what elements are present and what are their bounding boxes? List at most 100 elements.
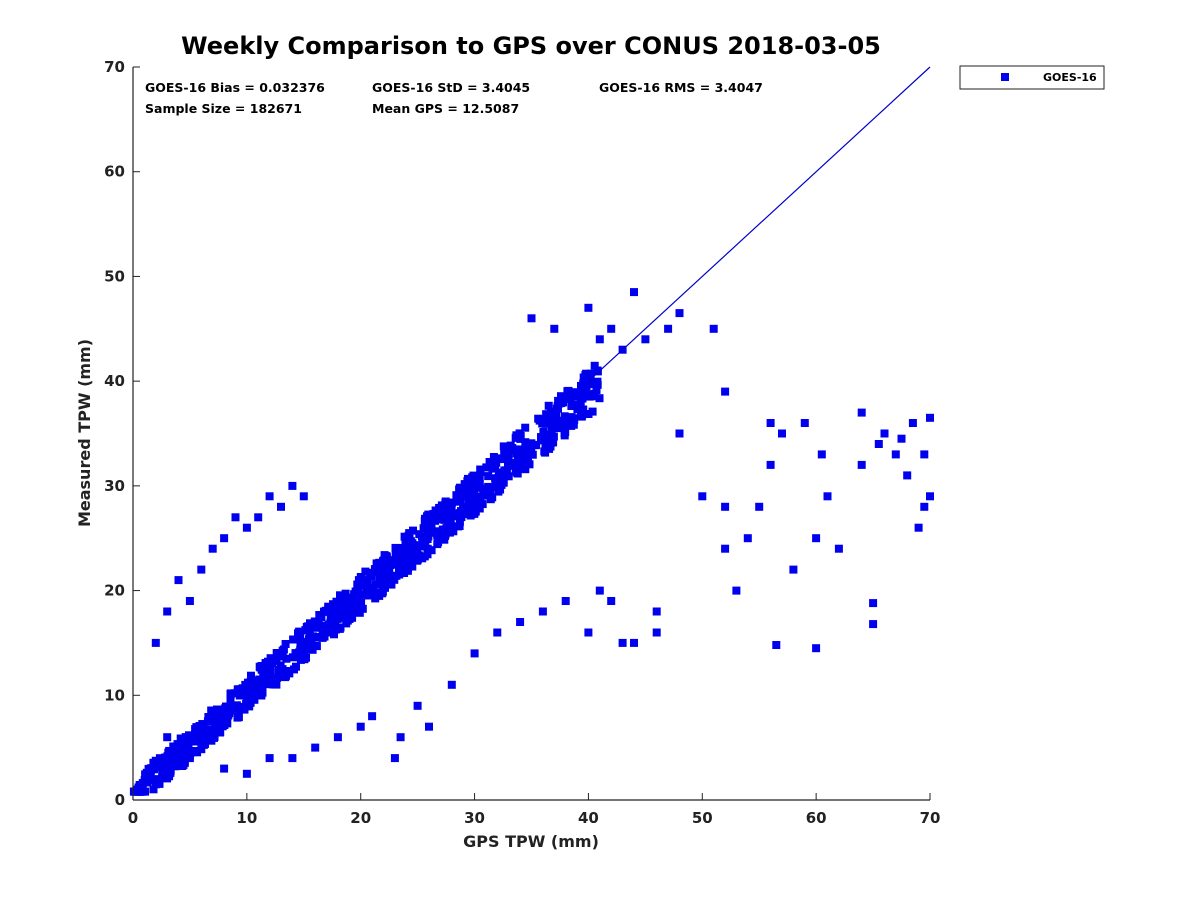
data-point [296,634,305,643]
data-point [242,523,251,532]
plot-area: 0 10 20 30 40 50 60 70 0 10 20 30 40 50 60 70 [104,58,940,827]
data-point [541,441,550,450]
data-point [493,628,502,637]
data-point [134,783,143,792]
data-point [173,740,182,749]
data-point [418,536,427,545]
data-point [448,524,457,533]
data-point [869,599,878,608]
data-point [385,573,393,582]
data-point [607,597,616,605]
data-point [182,749,191,758]
data-point [486,495,495,504]
x-axis-label: GPS TPW (mm) [463,832,599,851]
data-point [675,309,684,318]
data-point [508,444,517,453]
data-point [244,678,252,687]
data-point [157,758,166,767]
data-point [265,671,274,680]
data-point [552,404,561,413]
data-point [593,366,602,375]
data-point [766,419,775,427]
chart-title: Weekly Comparison to GPS over CONUS 2018… [181,32,881,60]
data-point [857,460,866,469]
x-tick-label: 30 [464,809,485,827]
data-point [361,567,370,576]
legend-label-goes-16: GOES-16 [1043,71,1097,84]
data-point [534,414,543,423]
data-point [569,420,578,429]
data-point [288,754,297,763]
data-point [405,529,414,538]
data-point [220,764,229,773]
data-point [204,713,213,721]
data-point [595,394,604,403]
data-point [425,722,433,731]
x-axis-ticks: 0 10 20 30 40 50 60 70 [128,793,940,827]
data-point [325,607,334,616]
stat-bias: GOES-16 Bias = 0.032376 [145,80,325,95]
data-point [544,401,553,410]
data-point [311,623,320,632]
data-point [163,770,172,779]
data-point [354,589,362,598]
data-point [517,460,526,469]
data-point [356,581,365,590]
data-point [515,429,524,438]
data-point [291,649,300,658]
data-point [253,683,261,692]
data-point [484,482,493,491]
data-point [857,408,866,417]
data-point [431,506,440,515]
data-point [492,483,501,492]
data-point [433,515,442,524]
data-point [414,551,423,560]
data-point [561,428,570,436]
data-point [390,754,399,763]
data-point [514,453,522,462]
data-point [350,602,359,611]
data-point [476,496,485,505]
data-point [302,637,311,646]
data-point [258,688,267,697]
data-point [364,591,373,600]
data-point [527,314,536,323]
stat-mean-gps: Mean GPS = 12.5087 [372,101,519,116]
data-point [630,288,638,297]
data-point [240,687,249,696]
data-point [301,645,310,654]
data-point [367,572,376,581]
data-point [343,616,352,625]
data-point [546,442,555,451]
data-point [262,665,271,674]
data-point [310,617,319,626]
data-point [570,415,579,424]
data-point [538,607,547,616]
data-point [630,638,638,647]
data-point [377,565,386,574]
data-point [201,730,210,739]
data-point [394,560,403,569]
data-point [479,484,488,493]
data-point [375,558,384,567]
data-point [584,410,593,418]
y-tick-label: 70 [104,58,125,76]
data-point [521,438,530,447]
data-point [330,630,338,639]
data-point [413,701,422,710]
data-point [247,686,256,695]
data-point [145,769,154,778]
data-point [443,514,451,523]
data-point [289,653,297,662]
data-point [442,524,451,533]
data-point [641,335,650,344]
data-point [800,419,809,427]
data-point [812,534,821,543]
data-point [464,481,473,490]
data-point [138,787,147,796]
data-point [294,629,302,638]
data-point [147,764,156,773]
data-point [220,534,229,543]
data-point [459,508,467,517]
y-tick-label: 20 [104,582,125,600]
